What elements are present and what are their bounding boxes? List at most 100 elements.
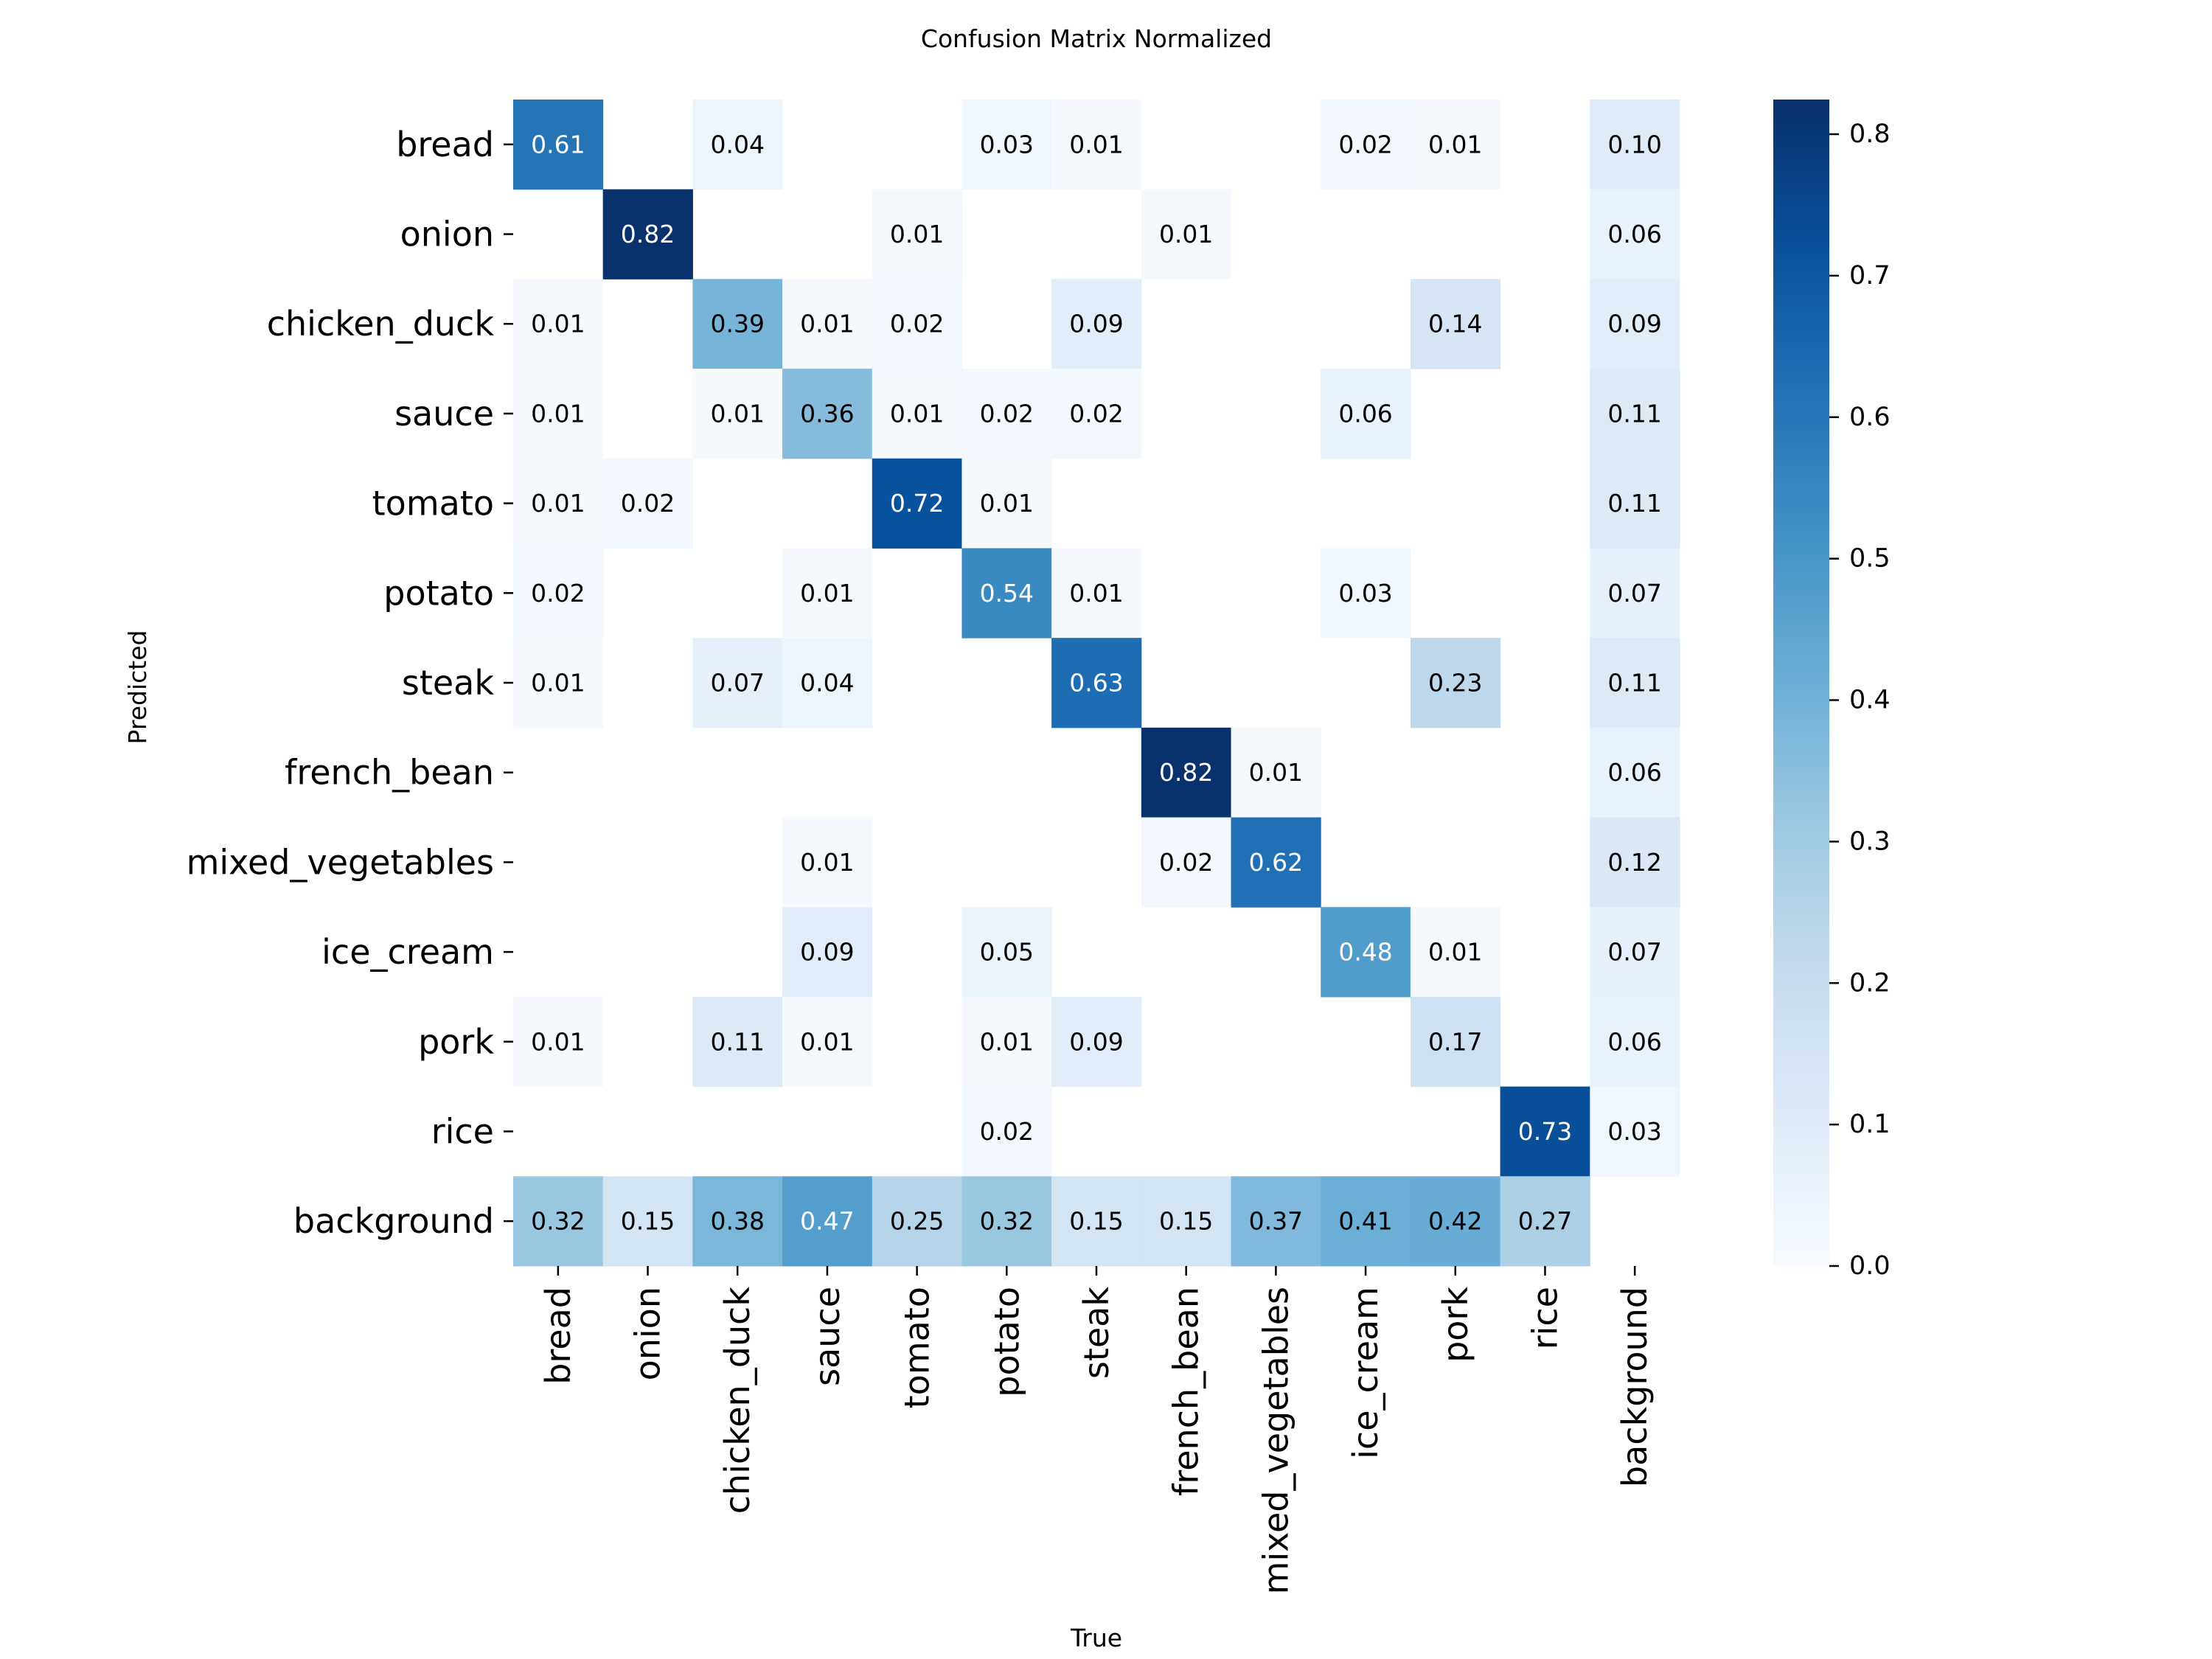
cell-value-label: 0.48 bbox=[1338, 938, 1392, 967]
colorbar-tick-label: 0.1 bbox=[1849, 1110, 1891, 1139]
heatmap-cell bbox=[961, 369, 1052, 459]
cell-value-label: 0.15 bbox=[1069, 1207, 1123, 1236]
heatmap-cell bbox=[692, 638, 783, 728]
cell-value-label: 0.11 bbox=[1607, 669, 1661, 698]
heatmap-cell bbox=[513, 279, 604, 369]
cell-value-label: 0.32 bbox=[531, 1207, 585, 1236]
cell-value-label: 0.23 bbox=[1428, 669, 1482, 698]
x-tick-label: sauce bbox=[807, 1287, 847, 1386]
x-tick-label: chicken_duck bbox=[717, 1287, 757, 1514]
heatmap-cell bbox=[961, 996, 1052, 1088]
cell-value-label: 0.01 bbox=[1069, 579, 1123, 608]
cell-value-label: 0.82 bbox=[621, 220, 675, 248]
cell-value-label: 0.07 bbox=[1607, 579, 1661, 608]
cell-value-label: 0.01 bbox=[531, 669, 585, 698]
colorbar-tick-label: 0.2 bbox=[1849, 968, 1891, 998]
heatmap-cell bbox=[961, 548, 1052, 639]
cell-value-label: 0.17 bbox=[1428, 1027, 1482, 1056]
heatmap-cell bbox=[692, 1176, 783, 1267]
x-axis-label: True bbox=[1070, 1624, 1122, 1652]
y-tick-label: steak bbox=[402, 663, 494, 703]
y-tick-label: bread bbox=[396, 125, 494, 164]
cell-value-label: 0.01 bbox=[1428, 938, 1482, 967]
cell-value-label: 0.38 bbox=[710, 1207, 764, 1236]
heatmap-cell bbox=[1590, 279, 1680, 369]
heatmap-cell bbox=[513, 100, 604, 190]
cell-value-label: 0.02 bbox=[531, 579, 585, 608]
colorbar-tick-label: 0.7 bbox=[1849, 261, 1891, 291]
cell-value-label: 0.06 bbox=[1607, 1027, 1661, 1056]
cell-value-label: 0.41 bbox=[1338, 1207, 1392, 1236]
cell-value-label: 0.03 bbox=[980, 130, 1034, 159]
cell-value-label: 0.27 bbox=[1518, 1207, 1572, 1236]
heatmap-cells bbox=[513, 100, 1680, 1267]
heatmap-cell bbox=[1410, 638, 1501, 728]
y-tick-label: sauce bbox=[394, 394, 494, 434]
cell-value-label: 0.11 bbox=[1607, 489, 1661, 518]
y-tick-label: mixed_vegetables bbox=[187, 842, 494, 882]
cell-value-label: 0.06 bbox=[1338, 399, 1392, 428]
cell-value-label: 0.82 bbox=[1159, 758, 1213, 787]
cell-value-label: 0.04 bbox=[710, 130, 764, 159]
heatmap-cell bbox=[1141, 727, 1232, 818]
heatmap-cell bbox=[1590, 907, 1680, 998]
cell-value-label: 0.01 bbox=[890, 399, 944, 428]
y-axis-label: Predicted bbox=[123, 630, 152, 745]
colorbar-ticks: 0.0 0.1 0.2 0.3 0.4 0.5 0.6 0.7 0.8 bbox=[1829, 119, 1891, 1281]
heatmap-cell bbox=[692, 369, 783, 459]
cell-value-label: 0.01 bbox=[710, 399, 764, 428]
heatmap-cell bbox=[1590, 369, 1680, 459]
cell-value-label: 0.03 bbox=[1607, 1117, 1661, 1146]
cell-value-label: 0.06 bbox=[1607, 220, 1661, 248]
heatmap-cell bbox=[1051, 1176, 1142, 1267]
cell-value-label: 0.01 bbox=[1249, 758, 1303, 787]
x-tick-label: ice_cream bbox=[1346, 1287, 1385, 1459]
y-tick-label: rice bbox=[431, 1111, 494, 1151]
cell-value-label: 0.12 bbox=[1607, 848, 1661, 877]
heatmap-cell bbox=[1590, 638, 1680, 728]
heatmap-cell bbox=[1590, 100, 1680, 190]
heatmap-cell bbox=[1590, 727, 1680, 818]
y-tick-label: tomato bbox=[372, 484, 494, 524]
heatmap-cell bbox=[513, 996, 604, 1088]
heatmap-cell bbox=[602, 189, 693, 279]
heatmap-annotations: 0.61 0.04 0.03 0.01 0.02 0.01 0.10 0.82 0.01 0.01… bbox=[531, 130, 1662, 1235]
heatmap-cell bbox=[1231, 1176, 1321, 1267]
heatmap-cell bbox=[1500, 1086, 1590, 1177]
heatmap-cell bbox=[1141, 1176, 1232, 1267]
cell-value-label: 0.63 bbox=[1069, 669, 1123, 698]
cell-value-label: 0.01 bbox=[890, 220, 944, 248]
cell-value-label: 0.37 bbox=[1249, 1207, 1303, 1236]
heatmap-cell bbox=[602, 1176, 693, 1267]
cell-value-label: 0.47 bbox=[800, 1207, 854, 1236]
cell-value-label: 0.01 bbox=[800, 310, 854, 338]
heatmap-cell bbox=[1410, 996, 1501, 1088]
heatmap-cell bbox=[782, 907, 873, 998]
heatmap-cell bbox=[872, 279, 962, 369]
cell-value-label: 0.25 bbox=[890, 1207, 944, 1236]
cell-value-label: 0.01 bbox=[800, 1027, 854, 1056]
heatmap-cell bbox=[1590, 458, 1680, 549]
heatmap-cell bbox=[872, 369, 962, 459]
heatmap-cell bbox=[1590, 817, 1680, 908]
heatmap-cell bbox=[782, 996, 873, 1088]
cell-value-label: 0.02 bbox=[980, 1117, 1034, 1146]
y-tick-label: french_bean bbox=[285, 753, 494, 793]
heatmap-cell bbox=[513, 638, 604, 728]
heatmap-cell bbox=[961, 100, 1052, 190]
heatmap-cell bbox=[1141, 189, 1232, 279]
heatmap-cell bbox=[1500, 1176, 1590, 1267]
heatmap-cell bbox=[1051, 100, 1142, 190]
cell-value-label: 0.10 bbox=[1607, 130, 1661, 159]
heatmap-cell bbox=[782, 548, 873, 639]
cell-value-label: 0.01 bbox=[1159, 220, 1213, 248]
heatmap-cell bbox=[1321, 548, 1411, 639]
heatmap-cell bbox=[1051, 279, 1142, 369]
cell-value-label: 0.01 bbox=[800, 579, 854, 608]
heatmap-cell bbox=[1321, 100, 1411, 190]
cell-value-label: 0.32 bbox=[980, 1207, 1034, 1236]
cell-value-label: 0.02 bbox=[1069, 399, 1123, 428]
x-tick-label: mixed_vegetables bbox=[1256, 1287, 1295, 1594]
